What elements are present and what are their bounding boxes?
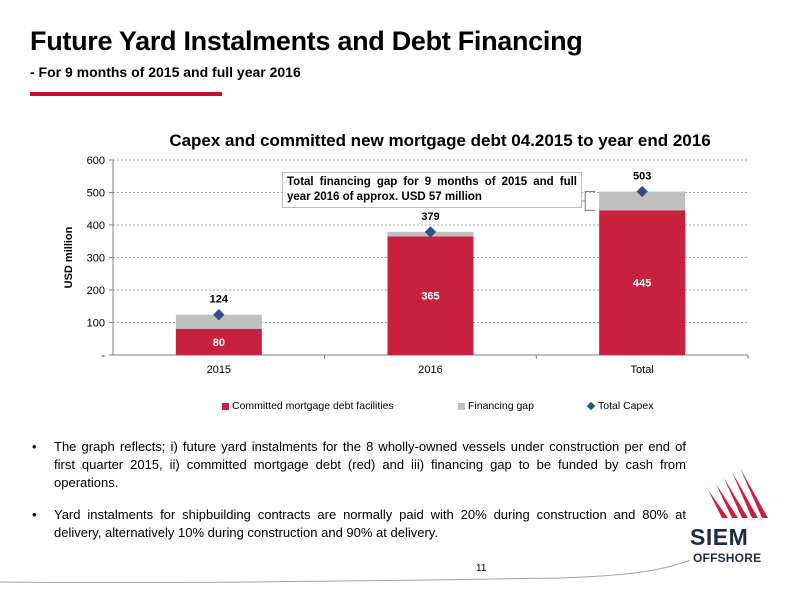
bullet-list: • The graph reflects; i) future yard inst… bbox=[30, 438, 686, 556]
footer-swoosh bbox=[0, 560, 691, 584]
data-label-committed-debt: 365 bbox=[421, 291, 439, 303]
stacked-bar-chart: - 100 200 300 400 500 600 USD million 80 124 2015 3… bbox=[63, 155, 749, 376]
bar-committed-debt bbox=[387, 236, 474, 355]
legend-swatch-committed-debt bbox=[222, 402, 229, 410]
bullet-item: • The graph reflects; i) future yard inst… bbox=[30, 438, 686, 492]
financing-gap-callout: Total financing gap for 9 months of 2015… bbox=[282, 172, 582, 208]
chart-legend: Committed mortgage debt facilities Finan… bbox=[0, 400, 800, 416]
data-label-total-capex: 379 bbox=[421, 211, 439, 223]
chart-title: Capex and committed new mortgage debt 04… bbox=[169, 131, 711, 150]
bar-financing-gap bbox=[175, 314, 262, 329]
y-axis-label: USD million bbox=[63, 226, 75, 288]
bullet-dot: • bbox=[32, 439, 37, 454]
legend-swatch-financing-gap bbox=[458, 402, 465, 410]
gap-bracket bbox=[584, 191, 596, 211]
x-tick-label: 2015 bbox=[207, 364, 231, 376]
y-tick-label: 100 bbox=[87, 318, 105, 330]
logo-text-siem: SIEM bbox=[690, 524, 749, 550]
marker-total-capex bbox=[636, 185, 648, 198]
bullet-text: Yard instalments for shipbuilding contra… bbox=[54, 507, 686, 540]
marker-total-capex bbox=[424, 226, 437, 238]
y-tick-label: 600 bbox=[87, 155, 105, 167]
y-tick-label: 200 bbox=[87, 285, 105, 297]
data-label-committed-debt: 80 bbox=[213, 337, 225, 349]
legend-item-committed-debt: Committed mortgage debt facilities bbox=[222, 400, 394, 412]
siem-offshore-logo-sails bbox=[708, 468, 768, 518]
data-label-total-capex: 124 bbox=[210, 294, 229, 306]
legend-label-financing-gap: Financing gap bbox=[468, 400, 534, 412]
bullet-item: • Yard instalments for shipbuilding contr… bbox=[30, 506, 686, 542]
bar-committed-debt bbox=[175, 329, 262, 355]
y-tick-label: 300 bbox=[87, 253, 105, 265]
y-tick-label: 500 bbox=[87, 188, 105, 200]
bar-committed-debt bbox=[599, 210, 686, 355]
bullet-text: The graph reflects; i) future yard insta… bbox=[54, 439, 686, 490]
x-tick-label: 2016 bbox=[418, 364, 442, 376]
legend-item-total-capex: Total Capex bbox=[586, 400, 654, 412]
bar-financing-gap bbox=[599, 191, 686, 211]
logo-text-offshore: OFFSHORE bbox=[693, 551, 762, 565]
legend-label-total-capex: Total Capex bbox=[598, 400, 654, 412]
data-label-committed-debt: 445 bbox=[633, 278, 651, 290]
x-tick-label: Total bbox=[631, 364, 654, 376]
page-number: 11 bbox=[476, 563, 487, 574]
bullet-dot: • bbox=[32, 507, 37, 522]
legend-marker-total-capex bbox=[586, 401, 596, 411]
slide-title: Future Yard Instalments and Debt Financi… bbox=[30, 26, 583, 56]
marker-total-capex bbox=[213, 309, 225, 321]
y-tick-label: 400 bbox=[87, 220, 105, 232]
y-tick-label: - bbox=[101, 350, 105, 362]
title-underline bbox=[30, 92, 222, 96]
legend-label-committed-debt: Committed mortgage debt facilities bbox=[232, 400, 394, 412]
data-label-total-capex: 503 bbox=[633, 171, 651, 183]
slide-subtitle: - For 9 months of 2015 and full year 201… bbox=[30, 64, 301, 80]
legend-item-financing-gap: Financing gap bbox=[458, 400, 534, 412]
